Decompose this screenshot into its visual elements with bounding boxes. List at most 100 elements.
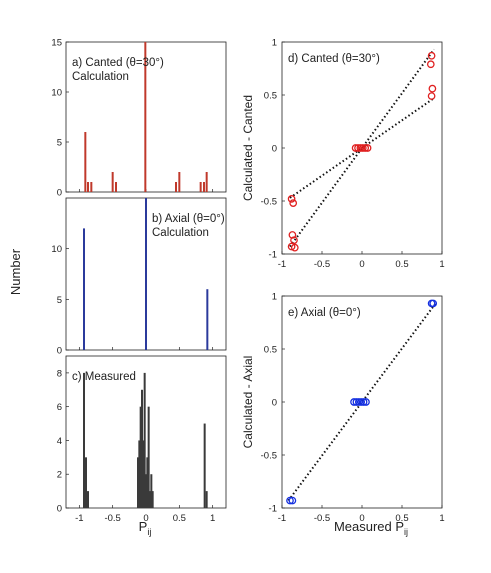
- panel-c-bar: [87, 491, 89, 508]
- panel-c-bar: [139, 406, 142, 508]
- panel-a-histogram-canted: 0 5 10 15 a) Canted (θ=30°) Calculation: [51, 38, 227, 199]
- panel-d-data-point: [354, 144, 362, 152]
- panel-c-x-tick-label: -1: [75, 513, 83, 524]
- panel-c-bar: [138, 440, 141, 508]
- panel-a-bar: [87, 182, 89, 192]
- panel-d-data-point: [426, 60, 435, 69]
- panel-d-fit-line: [289, 48, 435, 248]
- panel-d-x-tick-label: 0: [359, 259, 364, 270]
- panel-c-bar: [145, 474, 147, 508]
- panel-a-bar: [199, 182, 202, 192]
- right-x-axis-label: Measured Pij: [334, 519, 408, 537]
- panel-e-data-point: [357, 398, 366, 406]
- panel-d-y-tick-label: 0: [272, 144, 277, 155]
- panel-b-bar: [83, 228, 85, 350]
- panel-e-x-tick-label: 1: [439, 513, 444, 524]
- panel-c-y-tick-label: 0: [57, 504, 62, 515]
- panel-c-bar: [146, 457, 149, 508]
- panel-c-y-tick-label: 4: [57, 436, 62, 447]
- panel-e-y-tick-label: 1: [272, 292, 277, 303]
- panel-a-y-tick-label: 10: [51, 88, 62, 99]
- panel-d-data-point: [363, 144, 372, 152]
- panel-a-bar: [144, 42, 147, 192]
- panel-b-label-line: b) Axial (θ=0°): [152, 213, 225, 225]
- panel-c-bar: [137, 457, 139, 508]
- panel-c-histogram-measured: 0 2 4 6 8 -1 -0.5 0 0.5 1 c) Measured: [57, 355, 227, 524]
- left-x-axis-label: Pij: [139, 519, 152, 537]
- panel-c-y-tick-label: 6: [57, 402, 62, 413]
- panel-a-bar: [205, 172, 208, 192]
- panel-e-data-point: [362, 398, 370, 406]
- panel-e-data-point: [429, 299, 438, 308]
- panel-a-y-tick-label: 5: [57, 138, 62, 149]
- panel-d-data-point: [289, 199, 298, 207]
- panel-b-y-tick-label: 10: [51, 244, 62, 255]
- panel-d-y-tick-label: 0.5: [264, 91, 277, 102]
- panel-c-bar: [151, 491, 154, 508]
- panel-e-x-tick-label: -1: [278, 513, 286, 524]
- panel-b-y-tick-label: 5: [57, 295, 62, 306]
- panel-c-x-tick-label: 0: [143, 513, 148, 524]
- panel-d-data-point: [288, 231, 297, 239]
- panel-d-data-point: [428, 84, 437, 93]
- panel-e-data-point: [352, 398, 361, 406]
- panel-c-bar: [83, 372, 85, 508]
- panel-d-x-tick-label: -0.5: [314, 259, 330, 270]
- panel-d-data-point: [427, 51, 436, 60]
- panel-a-bar: [178, 172, 181, 192]
- panel-a-bar: [175, 182, 177, 192]
- panel-c-x-tick-label: -0.5: [104, 513, 120, 524]
- panel-d-data-point: [351, 144, 360, 152]
- panel-c-bar: [142, 440, 145, 508]
- panel-d-x-tick-label: 1: [439, 259, 444, 270]
- panel-e-y-tick-label: -1: [269, 504, 277, 515]
- right-x-axis-label-sub: ij: [404, 527, 408, 537]
- panel-e-label: e) Axial (θ=0°): [288, 307, 361, 319]
- panel-e-fit-line: [287, 302, 437, 502]
- panel-e-x-tick-label: 0: [359, 513, 364, 524]
- panel-d-data-point: [427, 92, 436, 100]
- panel-a-bar: [203, 182, 205, 192]
- left-x-axis-label-main: P: [139, 519, 148, 534]
- panel-c-label-line: c) Measured: [72, 371, 136, 383]
- panel-d-data-point: [287, 195, 296, 203]
- panel-d-label: d) Canted (θ=30°): [288, 53, 380, 65]
- panel-b-label-line: Calculation: [152, 227, 209, 239]
- panel-e-data-point: [354, 398, 363, 406]
- panel-e-data-point: [286, 496, 294, 505]
- panel-e-data-point: [288, 496, 297, 505]
- panel-c-y-tick-label: 8: [57, 368, 62, 379]
- panel-e-scatter-axial: -1 -0.5 0 0.5 1 -1 -0.5 0 0.5 1 e) Axial (θ=0°) Cal…: [241, 292, 445, 525]
- panel-c-x-tick-label: 1: [210, 513, 215, 524]
- panel-a-bar: [90, 182, 93, 192]
- left-x-axis-label-sub: ij: [147, 527, 151, 537]
- panel-d-fit-line: [289, 97, 435, 199]
- panel-c-bar: [141, 389, 143, 508]
- panel-d-x-tick-label: 0.5: [395, 259, 408, 270]
- panel-d-scatter-canted: -1 -0.5 0 0.5 1 -1 -0.5 0 0.5 1 d) Canted (θ=30°) C…: [241, 38, 445, 271]
- panel-c-x-tick-label: 0.5: [173, 513, 186, 524]
- panel-c-bar: [149, 491, 151, 508]
- panel-a-label-line: Calculation: [72, 71, 129, 83]
- panel-b-bar: [145, 198, 147, 350]
- panel-e-data-point: [359, 398, 368, 406]
- panel-c-bar: [203, 423, 206, 508]
- panel-e-y-tick-label: -0.5: [261, 451, 277, 462]
- panel-c-bar: [205, 491, 208, 508]
- panel-a-bar: [84, 132, 87, 192]
- panel-d-data-point: [290, 243, 299, 252]
- panel-b-y-tick-label: 0: [57, 346, 62, 357]
- panel-c-bar: [147, 406, 150, 508]
- panel-e-data-point: [350, 398, 358, 406]
- panel-d-x-tick-label: -1: [278, 259, 286, 270]
- panel-d-data-point: [290, 236, 298, 245]
- panel-e-x-tick-label: 0.5: [395, 513, 408, 524]
- panel-d-y-tick-label: -1: [269, 250, 277, 261]
- panel-a-bar: [115, 182, 117, 192]
- panel-c-y-tick-label: 2: [57, 470, 62, 481]
- panel-d-y-axis-label: Calculated - Canted: [241, 95, 255, 201]
- panel-c-bar: [150, 474, 153, 508]
- panel-e-x-tick-label: -0.5: [314, 513, 330, 524]
- panel-a-label-line: a) Canted (θ=30°): [72, 57, 164, 69]
- panel-d-data-point: [358, 144, 367, 152]
